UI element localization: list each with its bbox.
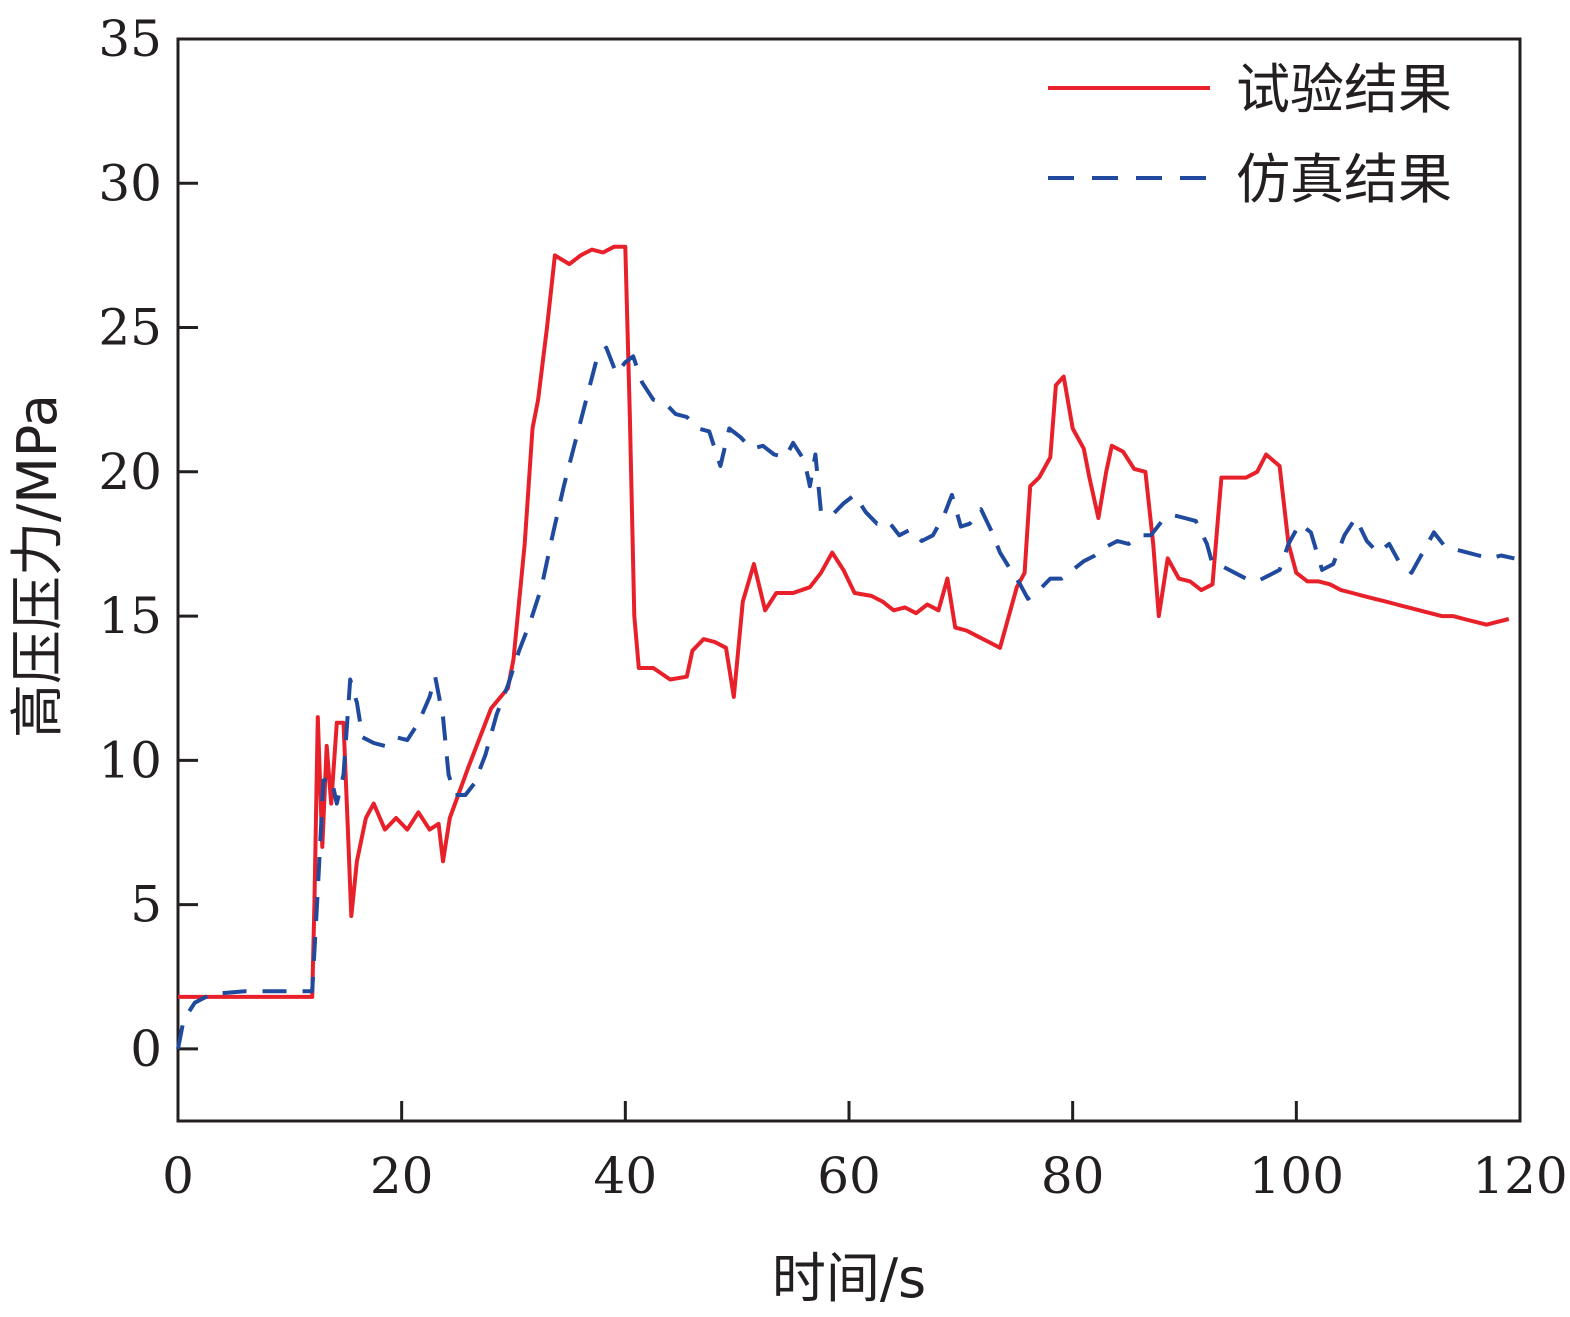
x-tick-label: 60 bbox=[817, 1147, 881, 1205]
y-tick-label: 10 bbox=[98, 731, 162, 789]
legend-label-experiment: 试验结果 bbox=[1236, 58, 1452, 121]
y-tick-label: 25 bbox=[98, 299, 162, 357]
x-tick-label: 100 bbox=[1249, 1147, 1344, 1205]
x-tick-label: 120 bbox=[1472, 1147, 1567, 1205]
y-tick-label: 30 bbox=[98, 154, 162, 212]
x-axis-ticks: 0 20 40 60 80 100 120 bbox=[162, 1101, 1568, 1205]
series-layer bbox=[176, 244, 1515, 1050]
legend-label-simulation: 仿真结果 bbox=[1236, 148, 1452, 211]
x-tick-label: 20 bbox=[370, 1147, 434, 1205]
y-tick-label: 20 bbox=[98, 443, 162, 501]
x-tick-label: 0 bbox=[162, 1147, 194, 1205]
y-tick-label: 0 bbox=[130, 1020, 162, 1078]
legend: 试验结果 仿真结果 bbox=[1048, 58, 1452, 211]
x-tick-label: 80 bbox=[1041, 1147, 1105, 1205]
series-line-experiment bbox=[178, 244, 1510, 999]
y-tick-label: 5 bbox=[130, 876, 162, 934]
series-line-simulation bbox=[176, 345, 1515, 1050]
y-axis-title: 高压压力/MPa bbox=[6, 394, 69, 738]
x-tick-label: 40 bbox=[594, 1147, 658, 1205]
y-tick-label: 35 bbox=[98, 10, 162, 68]
y-axis-ticks: 0 5 10 15 20 25 30 35 bbox=[98, 10, 198, 1078]
y-tick-label: 15 bbox=[98, 587, 162, 645]
x-axis-title: 时间/s bbox=[772, 1247, 926, 1310]
